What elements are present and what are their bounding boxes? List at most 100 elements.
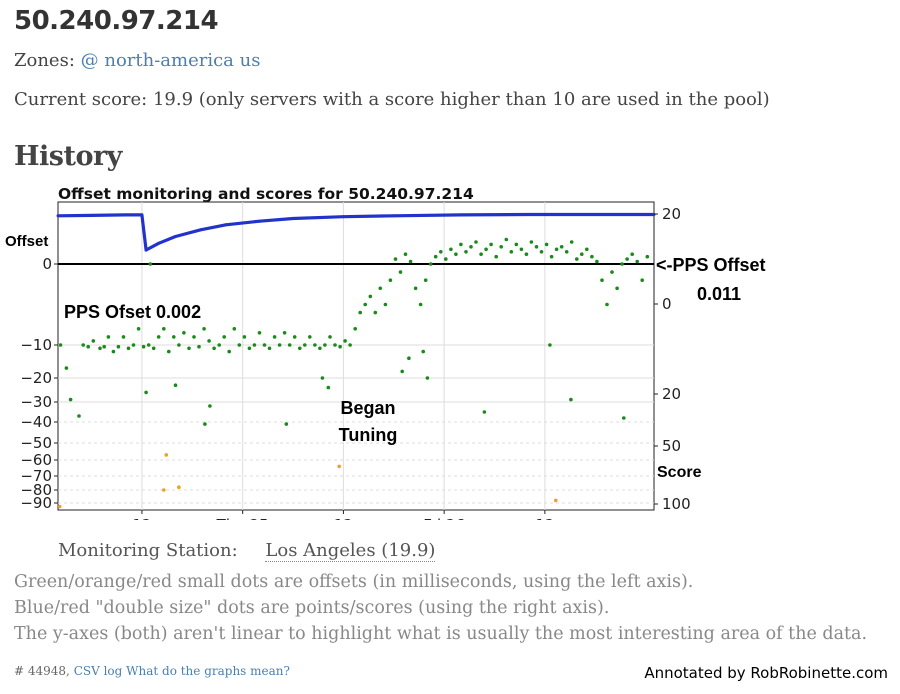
offset-good-point (407, 356, 411, 360)
offset-good-point (368, 294, 373, 299)
chart-annotation: Tuning (339, 425, 398, 445)
chart-title: Offset monitoring and scores for 50.240.… (58, 185, 474, 203)
offset-good-point (549, 254, 554, 259)
offset-good-point (151, 346, 156, 351)
offset-good-point (98, 346, 102, 351)
score-point (392, 214, 396, 218)
offset-good-point (232, 327, 237, 331)
zones-label: Zones: (14, 50, 75, 71)
offset-good-point (298, 346, 302, 351)
offset-good-point (645, 254, 650, 259)
left-tick-label: −60 (20, 451, 52, 469)
offset-good-point (373, 310, 378, 315)
offset-good-point (121, 335, 126, 339)
offset-good-point (600, 278, 604, 282)
offset-good-point (328, 335, 332, 339)
offset-good-point (383, 302, 388, 307)
offset-good-point (459, 242, 463, 247)
offset-good-point (444, 257, 448, 261)
offset-good-point (393, 257, 398, 261)
score-point (291, 217, 295, 220)
offset-good-point (177, 343, 181, 347)
annotation-credit: Annotated by RobRobinette.com (644, 664, 888, 682)
offset-good-point (212, 346, 216, 351)
left-tick-label: −20 (20, 369, 52, 387)
offset-good-point (449, 247, 453, 252)
offset-good-point (519, 247, 524, 252)
offset-good-point (292, 335, 297, 339)
zones-link[interactable]: @ north-america us (80, 50, 261, 71)
legend-text-scores: Blue/red "double size" dots are points/s… (14, 598, 610, 618)
score-point (341, 215, 345, 219)
score-point (526, 213, 530, 216)
offset-good-point (544, 242, 549, 247)
offset-good-point (454, 252, 458, 256)
offset-good-point (580, 252, 584, 256)
offset-good-point (217, 343, 221, 347)
offset-good-point (428, 262, 433, 266)
zones-line: Zones: @ north-america us (14, 50, 260, 71)
offset-good-point (257, 331, 262, 335)
x-tick-label: 12 (132, 516, 151, 520)
offset-good-point (284, 422, 289, 426)
offset-good-point (141, 344, 146, 349)
left-tick-label: 0 (42, 255, 52, 273)
offset-good-point (569, 397, 573, 402)
csv-log-link[interactable]: CSV log (73, 664, 123, 678)
offset-good-point (575, 257, 579, 261)
chart-grid (57, 201, 655, 511)
offset-good-point (68, 397, 73, 402)
current-score-text: Current score: 19.9 (only servers with a… (14, 89, 770, 110)
offset-good-point (81, 343, 85, 347)
offset-good-point (421, 349, 426, 354)
offset-good-point (400, 369, 405, 374)
monitoring-station-value[interactable]: Los Angeles (19.9) (265, 540, 436, 562)
offset-good-point (353, 327, 358, 331)
offset-good-point (277, 343, 282, 347)
offset-good-point (610, 270, 614, 274)
offset-warn-point (337, 464, 342, 469)
offset-good-point (318, 346, 322, 351)
offset-good-point (106, 335, 111, 339)
chart-plot-area (56, 212, 656, 509)
offset-good-point (333, 343, 337, 347)
graphs-help-link[interactable]: What do the graphs mean? (126, 664, 290, 678)
score-point (459, 213, 463, 217)
chart-annotations: Offset PPS Ofset 0.002 <-PPS Offset 0.011 Be… (5, 233, 766, 481)
offset-good-point (590, 254, 594, 259)
offset-good-point (625, 257, 629, 261)
monitoring-station: Monitoring Station: Los Angeles (19.9) (58, 540, 436, 562)
offset-good-point (635, 259, 639, 264)
chart-annotation: 0.011 (697, 284, 741, 304)
offset-good-point (343, 339, 347, 343)
monitoring-station-label: Monitoring Station: (58, 540, 238, 561)
score-point (56, 214, 60, 218)
offset-good-point (358, 310, 363, 315)
offset-good-point (148, 262, 153, 266)
offset-good-point (630, 252, 634, 256)
offset-good-point (162, 327, 166, 331)
offset-good-point (524, 252, 529, 256)
offset-good-point (423, 278, 428, 282)
offset-good-point (439, 250, 443, 254)
score-point (123, 213, 127, 217)
offset-good-point (363, 302, 368, 307)
offset-good-point (272, 335, 277, 339)
offset-good-point (126, 346, 131, 351)
offset-good-point (425, 376, 430, 380)
offset-good-point (167, 349, 171, 354)
offset-good-point (615, 286, 619, 291)
offset-good-point (237, 343, 242, 347)
offset-good-point (469, 245, 473, 249)
offset-good-point (156, 335, 161, 339)
left-tick-label: −10 (20, 336, 52, 354)
offset-good-point (197, 344, 201, 349)
offset-good-point (418, 302, 423, 307)
offset-good-point (172, 335, 176, 339)
chart-annotation: Offset (5, 233, 48, 250)
offset-good-point (403, 252, 408, 256)
offset-good-point (474, 240, 478, 244)
offset-good-point (539, 250, 544, 254)
footer-id: # 44948, (14, 664, 70, 678)
chart-axes: 12 Thu 25 12 Fri 26 12 0 −10 −20 −30 −40 −50−60−70… (20, 205, 690, 520)
